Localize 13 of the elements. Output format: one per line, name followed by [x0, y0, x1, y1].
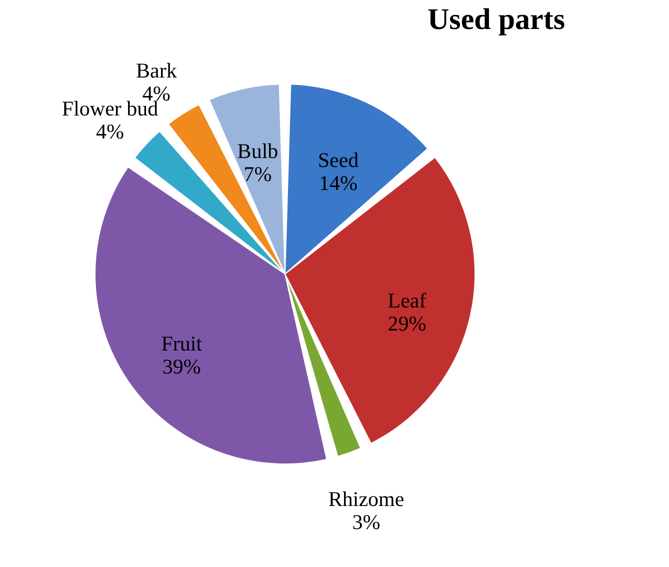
data-label: 29% [388, 311, 426, 336]
chart-title: Used parts [427, 3, 565, 36]
slice-label: Fruit [161, 331, 202, 356]
data-label: 39% [162, 354, 201, 378]
data-label: 14% [318, 170, 358, 195]
slice-label: Seed [318, 148, 360, 172]
data-label: 3% [352, 510, 380, 534]
slice-label: Leaf [388, 288, 426, 312]
slice-label: Bulb [237, 139, 278, 164]
slice-label: Rhizome [328, 486, 404, 511]
data-label: 7% [244, 162, 272, 186]
slice-label: Bark [136, 58, 178, 82]
data-label: 4% [96, 120, 124, 144]
